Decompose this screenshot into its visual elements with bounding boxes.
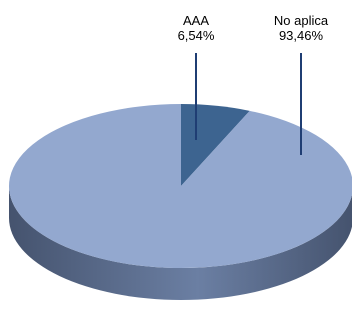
pie-side-wall: [9, 186, 352, 300]
slice-value-aaa: 6,54%: [177, 28, 215, 43]
pie-slice-aaa: [181, 104, 250, 186]
slice-label-no-aplica: No aplica 93,46%: [274, 13, 328, 43]
slice-category-aaa: AAA: [182, 13, 209, 28]
pie-slice-no-aplica: [9, 104, 352, 268]
slice-category-no-aplica: No aplica: [273, 13, 329, 28]
slice-label-aaa: AAA 6,54%: [178, 13, 215, 43]
slice-value-no-aplica: 93,46%: [278, 28, 324, 43]
